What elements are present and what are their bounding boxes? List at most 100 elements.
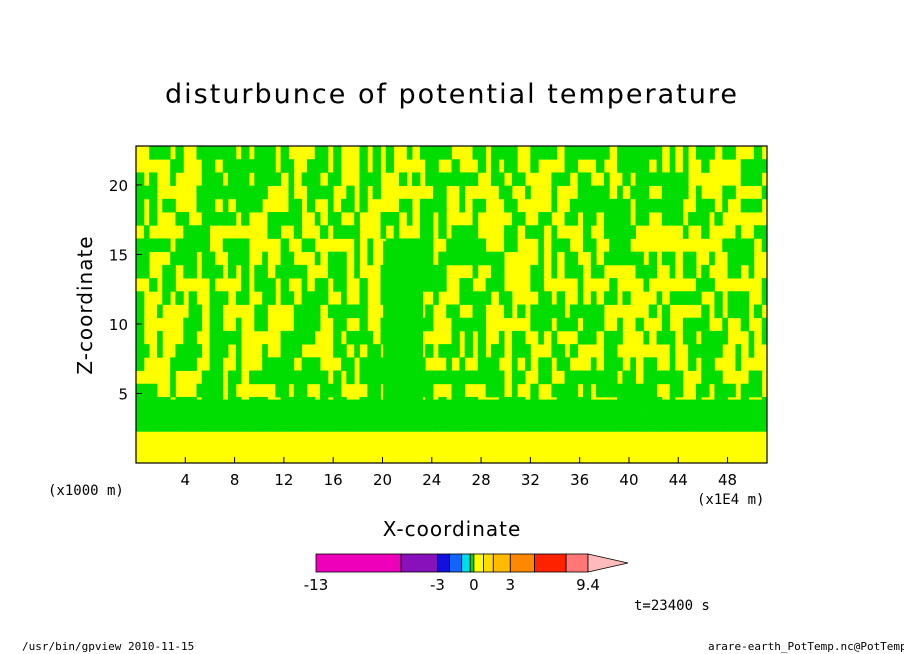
field-cell	[333, 180, 337, 184]
field-cell	[233, 193, 237, 197]
field-cell	[138, 325, 142, 329]
field-cell	[280, 301, 284, 305]
field-cell	[233, 378, 237, 382]
field-cell	[191, 410, 195, 414]
field-cell	[212, 367, 216, 371]
field-cell	[199, 227, 203, 231]
field-cell	[341, 315, 345, 319]
field-cell	[301, 370, 305, 374]
field-cell	[209, 296, 213, 300]
field-cell	[238, 352, 242, 356]
field-cell	[185, 346, 189, 350]
field-cell	[280, 410, 284, 414]
field-cell	[178, 219, 182, 224]
field-cell	[264, 180, 268, 184]
field-cell	[256, 283, 260, 287]
field-cell	[188, 307, 192, 311]
field-cell	[241, 288, 245, 292]
field-cell	[136, 217, 140, 221]
field-cell	[180, 293, 184, 297]
field-cell	[341, 328, 345, 332]
field-cell	[217, 383, 221, 387]
field-cell	[317, 169, 321, 173]
field-cell	[136, 259, 140, 263]
field-cell	[230, 267, 234, 271]
field-cell	[209, 396, 213, 400]
field-cell	[264, 396, 268, 400]
field-cell	[149, 156, 153, 160]
field-cell	[209, 159, 213, 163]
field-cell	[175, 404, 179, 408]
field-cell	[138, 193, 142, 197]
field-cell	[235, 293, 239, 297]
field-cell	[320, 420, 324, 424]
field-cell	[262, 412, 266, 416]
field-cell	[136, 386, 140, 390]
field-cell	[246, 410, 250, 414]
field-cell	[230, 196, 234, 200]
field-cell	[214, 333, 218, 337]
field-cell	[175, 254, 179, 258]
field-cell	[330, 259, 334, 263]
field-cell	[309, 365, 313, 369]
field-cell	[296, 230, 300, 234]
field-cell	[296, 349, 300, 353]
field-cell	[301, 359, 305, 364]
field-cell	[206, 233, 211, 237]
field-cell	[338, 217, 342, 221]
field-cell	[209, 190, 213, 194]
field-cell	[185, 418, 189, 422]
field-cell	[243, 196, 247, 200]
field-cell	[285, 288, 289, 292]
field-cell	[141, 262, 145, 266]
field-cell	[230, 410, 234, 414]
field-cell	[327, 275, 331, 279]
field-cell	[262, 407, 266, 411]
field-cell	[285, 256, 289, 260]
field-cell	[136, 423, 140, 427]
field-cell	[238, 370, 242, 374]
field-cell	[330, 312, 334, 316]
field-cell	[193, 322, 197, 327]
field-cell	[335, 280, 339, 284]
field-cell	[249, 378, 253, 382]
field-cell	[141, 304, 145, 308]
field-cell	[178, 212, 182, 216]
field-cell	[217, 330, 221, 334]
field-cell	[201, 394, 205, 398]
field-cell	[243, 412, 247, 416]
field-cell	[170, 180, 174, 184]
field-cell	[280, 378, 284, 382]
field-cell	[272, 407, 276, 411]
field-cell	[283, 426, 287, 430]
field-cell	[172, 198, 176, 202]
field-cell	[314, 259, 318, 263]
field-cell	[196, 394, 200, 398]
field-cell	[180, 167, 184, 171]
field-cell	[230, 167, 234, 171]
field-cell	[335, 159, 339, 163]
field-cell	[143, 394, 147, 398]
field-cell	[238, 367, 242, 371]
field-cell	[299, 373, 303, 377]
field-cell	[296, 206, 300, 210]
field-cell	[214, 407, 218, 411]
field-cell	[312, 164, 316, 168]
field-cell	[312, 190, 316, 194]
field-cell	[225, 349, 229, 353]
field-cell	[314, 322, 318, 327]
field-cell	[304, 341, 308, 345]
field-cell	[293, 341, 297, 345]
field-cell	[333, 344, 337, 348]
field-cell	[264, 312, 268, 316]
field-cell	[193, 243, 197, 247]
field-cell	[164, 275, 168, 279]
field-cell	[338, 230, 342, 234]
field-cell	[225, 346, 229, 350]
field-cell	[246, 222, 250, 226]
field-cell	[206, 153, 211, 157]
field-cell	[309, 325, 313, 329]
field-cell	[172, 391, 176, 395]
field-cell	[164, 238, 168, 242]
field-cell	[270, 146, 274, 150]
